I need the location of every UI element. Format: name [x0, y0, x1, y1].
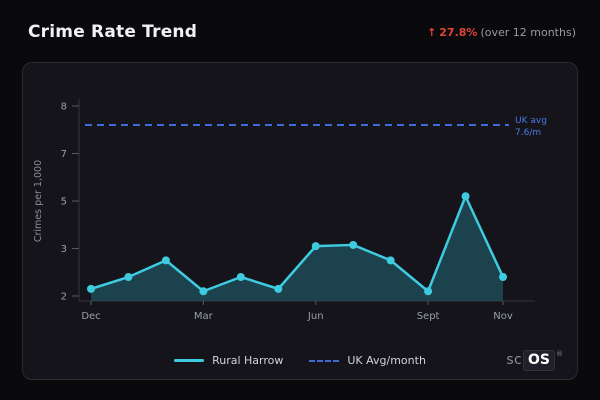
svg-text:5: 5 — [61, 197, 67, 208]
data-point[interactable] — [311, 242, 320, 251]
data-point[interactable] — [499, 273, 507, 281]
scos-logo: sc OS ® — [506, 350, 563, 371]
registered-trademark-icon: ® — [556, 350, 563, 358]
data-point[interactable] — [199, 287, 208, 296]
legend-label: Rural Harrow — [212, 354, 284, 367]
svg-text:3: 3 — [61, 244, 67, 255]
data-point[interactable] — [124, 273, 133, 281]
svg-text:Mar: Mar — [194, 311, 214, 322]
data-point[interactable] — [161, 256, 170, 265]
data-point[interactable] — [236, 273, 245, 281]
svg-text:Jun: Jun — [307, 311, 324, 322]
chart-legend: Rural Harrow UK Avg/month — [23, 354, 577, 367]
data-point[interactable] — [461, 192, 470, 201]
trend-percentage: 27.8% — [439, 25, 478, 39]
solid-line-swatch-icon — [174, 359, 205, 362]
logo-suffix: OS — [523, 350, 555, 371]
legend-item-uk-avg[interactable]: UK Avg/month — [309, 354, 426, 367]
data-point[interactable] — [424, 287, 433, 296]
data-point[interactable] — [87, 284, 95, 293]
uk-avg-annotation-line2: 7.6/m — [515, 128, 541, 138]
trend-up-arrow-icon: ↑ — [427, 25, 437, 39]
chart-card: Crimes per 1,000 UK avg 7.6/m 2 3 5 7 8 Dec Ma… — [22, 62, 578, 380]
trend-period: (over 12 months) — [480, 25, 576, 39]
svg-text:2: 2 — [61, 292, 67, 303]
svg-text:Sept: Sept — [417, 311, 440, 322]
uk-avg-annotation-line1: UK avg — [515, 116, 547, 126]
page-title: Crime Rate Trend — [28, 22, 198, 42]
svg-text:Dec: Dec — [81, 311, 100, 322]
data-point[interactable] — [274, 284, 283, 293]
legend-item-rural-harrow[interactable]: Rural Harrow — [174, 354, 283, 367]
data-point[interactable] — [386, 256, 395, 265]
svg-text:8: 8 — [61, 102, 67, 113]
svg-text:Nov: Nov — [493, 311, 513, 322]
logo-prefix: sc — [506, 352, 523, 368]
crime-trend-chart: Crimes per 1,000 UK avg 7.6/m 2 3 5 7 8 Dec Ma… — [33, 99, 547, 322]
trend-stat: ↑ 27.8% (over 12 months) — [427, 26, 576, 39]
dashed-line-swatch-icon — [309, 359, 340, 362]
data-point[interactable] — [349, 240, 358, 249]
svg-text:7: 7 — [61, 149, 67, 160]
y-axis-label: Crimes per 1,000 — [33, 160, 44, 242]
legend-label: UK Avg/month — [347, 354, 426, 367]
header: Crime Rate Trend ↑ 27.8% (over 12 months… — [0, 0, 600, 42]
